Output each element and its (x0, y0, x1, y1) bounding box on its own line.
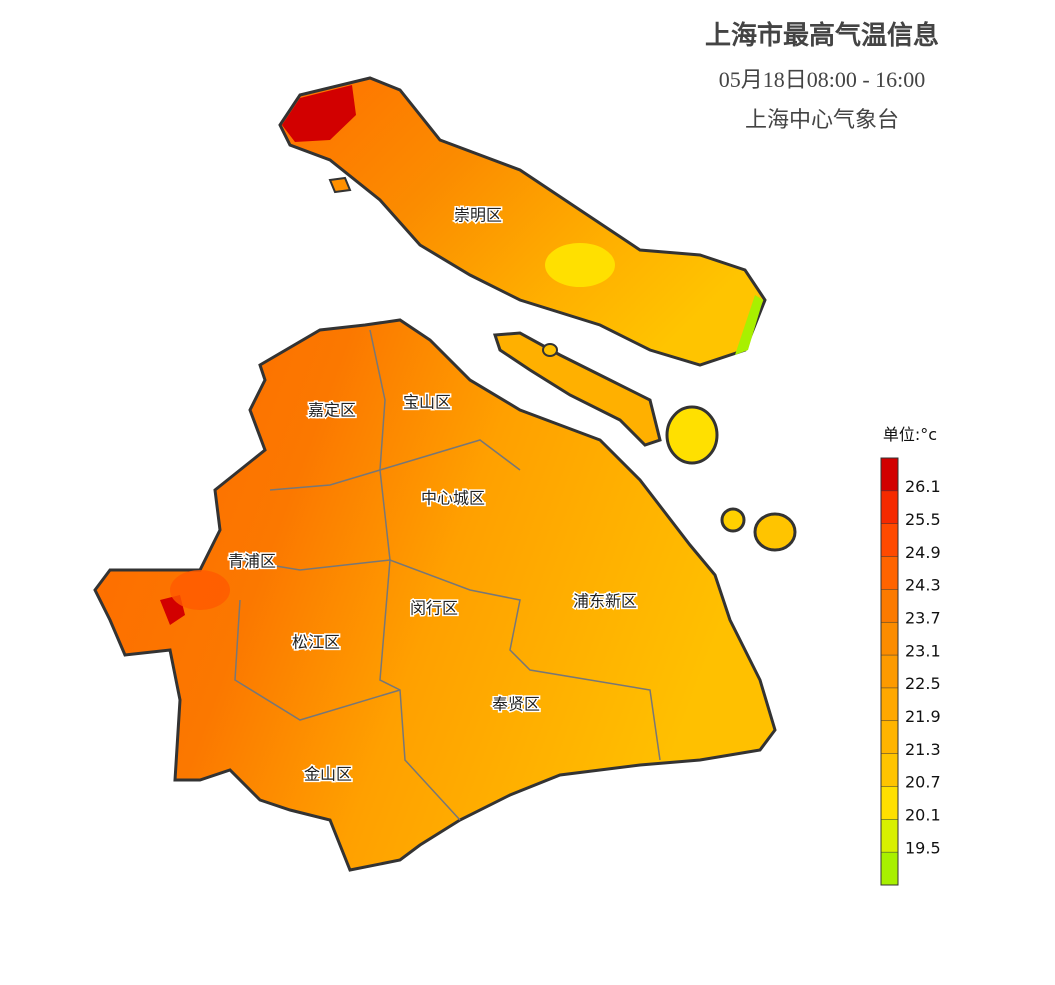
legend-swatch (881, 556, 898, 590)
legend-swatch (881, 852, 898, 885)
source: 上海中心气象台 (745, 107, 899, 132)
legend-swatch (881, 819, 898, 853)
legend-swatch (881, 458, 898, 491)
district-label: 青浦区 (228, 552, 276, 571)
district-label: 中心城区 (421, 489, 485, 508)
district-label: 浦东新区 (573, 592, 637, 611)
mainland (93, 318, 777, 872)
legend-swatch (881, 622, 898, 656)
title: 上海市最高气温信息 (705, 20, 939, 51)
legend-tick-label: 24.3 (905, 576, 941, 595)
legend-tick-label: 19.5 (905, 838, 941, 857)
legend-tick-label: 22.5 (905, 674, 941, 693)
district-label: 宝山区 (403, 393, 451, 412)
legend-tick-label: 23.1 (905, 641, 941, 660)
legend-tick-label: 21.9 (905, 707, 941, 726)
legend-swatch (881, 655, 898, 688)
legend-tick-label: 20.7 (905, 773, 941, 792)
legend-swatch (881, 687, 898, 721)
legend: 26.1 25.5 24.9 24.3 23.7 23.1 22.5 21.9 21.3 20.7… (880, 457, 941, 886)
legend-frame (880, 457, 899, 886)
legend-tick-label: 25.5 (905, 510, 941, 529)
legend-swatch (881, 786, 898, 820)
small-islands (492, 331, 797, 552)
legend-tick-label: 23.7 (905, 608, 941, 627)
district-label: 奉贤区 (492, 695, 540, 714)
legend-swatch (881, 589, 898, 623)
district-label: 嘉定区 (308, 401, 356, 420)
legend-swatch (881, 523, 898, 557)
legend-swatch (881, 753, 898, 787)
district-label: 闵行区 (410, 599, 458, 618)
district-label: 金山区 (304, 765, 352, 784)
legend-tick-label: 21.3 (905, 740, 941, 759)
legend-swatch (881, 720, 898, 754)
legend-tick-label: 26.1 (905, 477, 941, 496)
legend-tick-label: 20.1 (905, 806, 941, 825)
district-label: 崇明区 (454, 206, 502, 225)
legend-tick-label: 24.9 (905, 543, 941, 562)
legend-unit: 单位:°c (883, 425, 937, 444)
chongming-island (278, 76, 767, 367)
district-label: 松江区 (292, 633, 340, 652)
period: 05月18日08:00 - 16:00 (719, 67, 926, 92)
legend-swatch (881, 490, 898, 524)
